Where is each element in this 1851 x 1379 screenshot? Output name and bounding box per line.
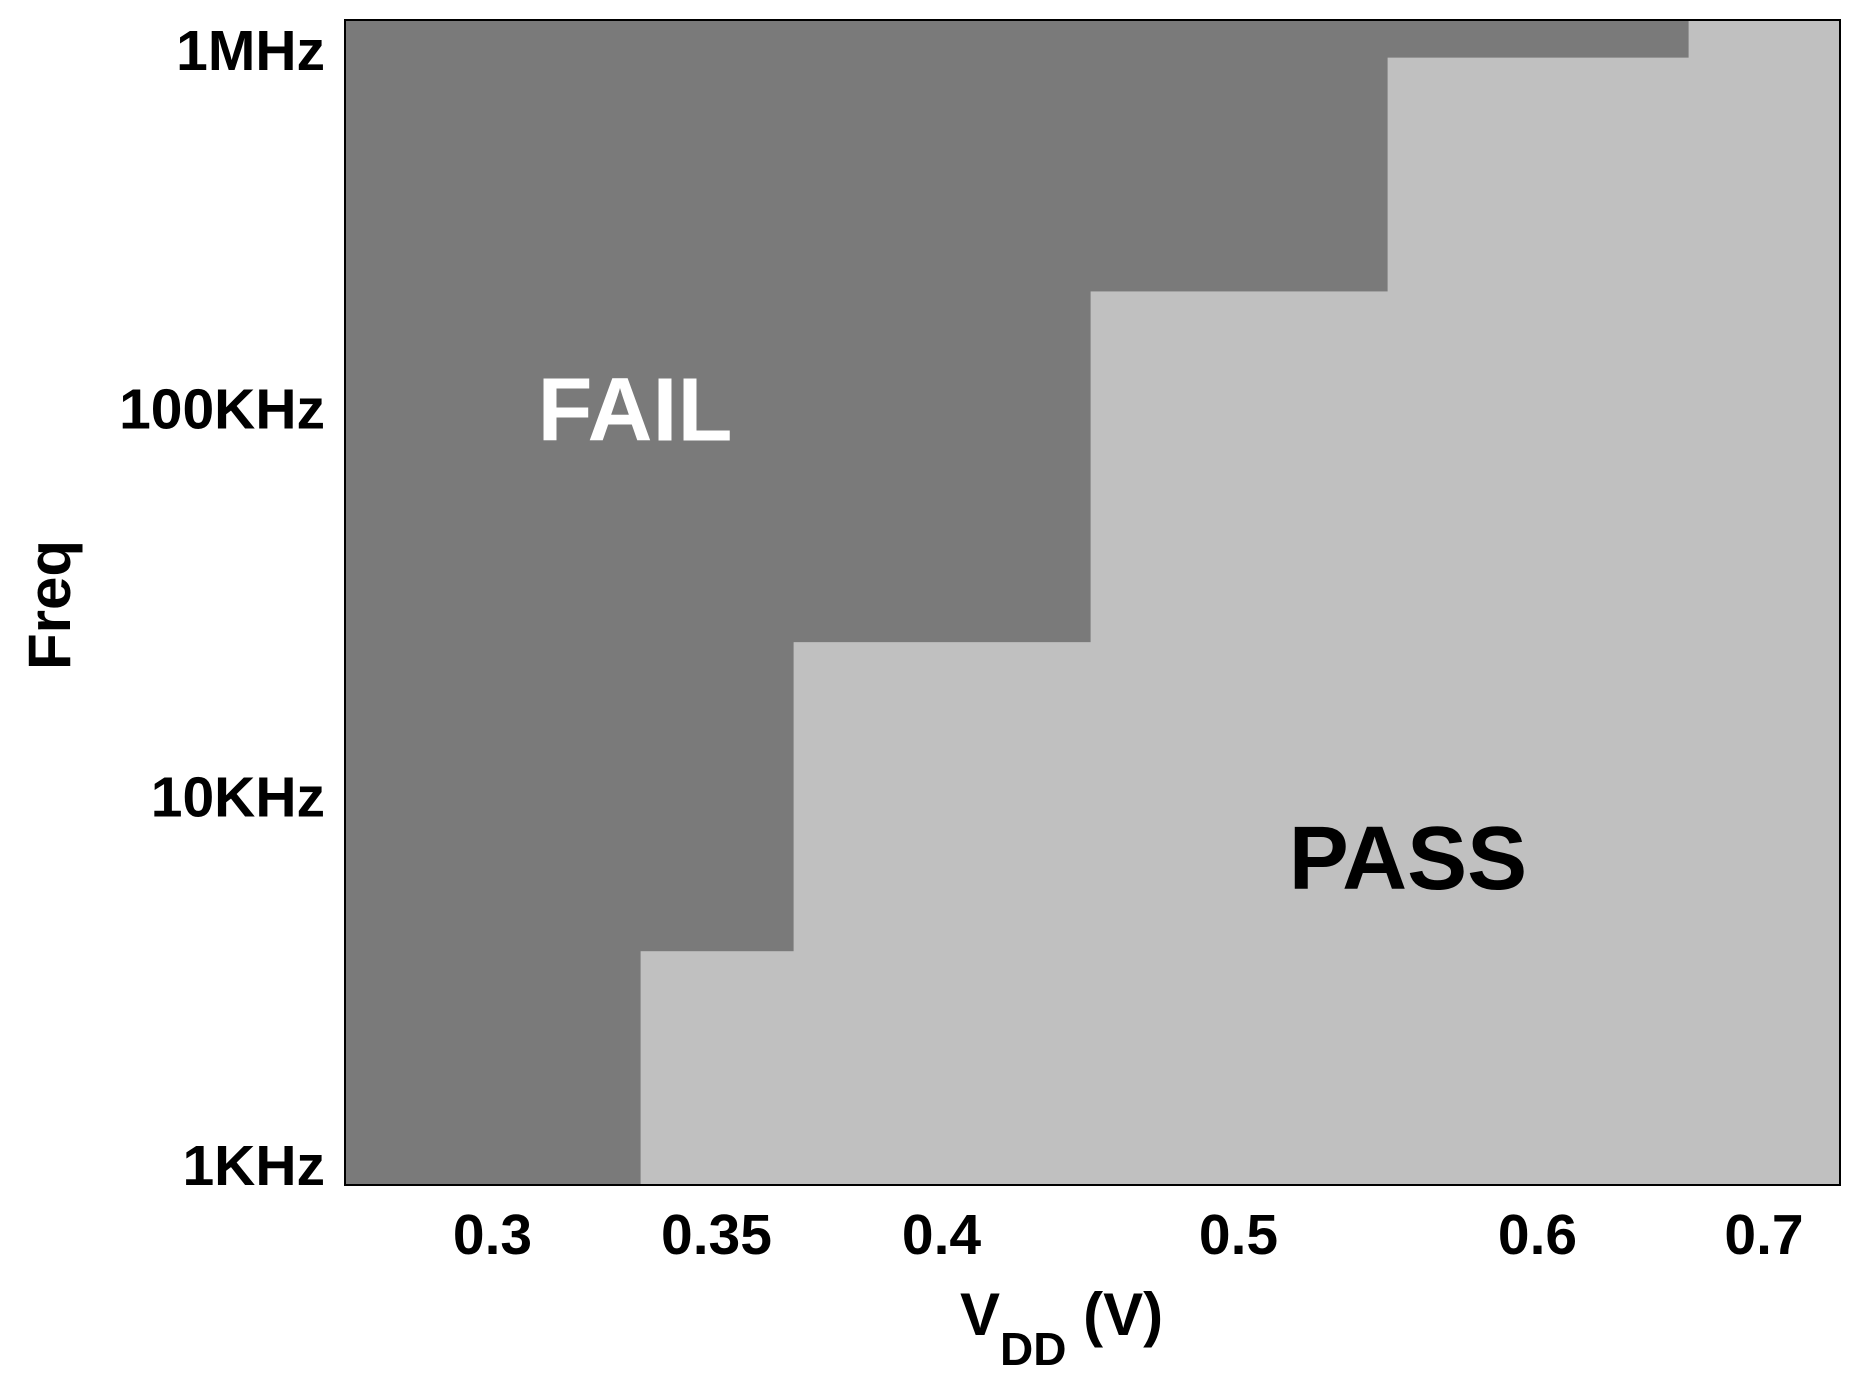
- fail-cell-col-4: [1387, 20, 1689, 58]
- x-axis-label: VDD (V): [960, 1281, 1163, 1375]
- fail-cell-col-3: [1090, 20, 1388, 292]
- y-tick-label: 1KHz: [182, 1134, 325, 1198]
- x-axis-label-main: V: [960, 1281, 1000, 1348]
- x-tick-label: 0.5: [1199, 1203, 1278, 1267]
- y-tick-label: 10KHz: [151, 766, 325, 830]
- y-tick-label: 100KHz: [119, 377, 325, 441]
- y-axis-label: Freq: [16, 540, 83, 670]
- x-axis-label-subscript: DD: [1000, 1323, 1066, 1375]
- fail-region-group: [345, 20, 1689, 1185]
- x-tick-labels: 0.3 0.35 0.4 0.5 0.6 0.7: [453, 1203, 1804, 1267]
- plot-frame: [344, 19, 1841, 1186]
- y-tick-label: 1MHz: [176, 19, 325, 83]
- fail-cell-col-2: [793, 20, 1091, 643]
- x-tick-label: 0.35: [661, 1203, 772, 1267]
- fail-region-label: FAIL: [538, 360, 733, 460]
- x-tick-label: 0.4: [902, 1203, 982, 1267]
- fail-cell-col-0: [345, 20, 641, 1185]
- x-tick-label: 0.6: [1498, 1203, 1577, 1267]
- fail-cell-col-1: [640, 20, 794, 952]
- x-tick-label: 0.3: [453, 1203, 532, 1267]
- pass-region-label: PASS: [1289, 809, 1527, 909]
- x-axis-label-unit: (V): [1066, 1281, 1163, 1348]
- x-tick-label: 0.7: [1724, 1203, 1803, 1267]
- y-tick-labels: 1KHz 10KHz 100KHz 1MHz: [119, 19, 325, 1198]
